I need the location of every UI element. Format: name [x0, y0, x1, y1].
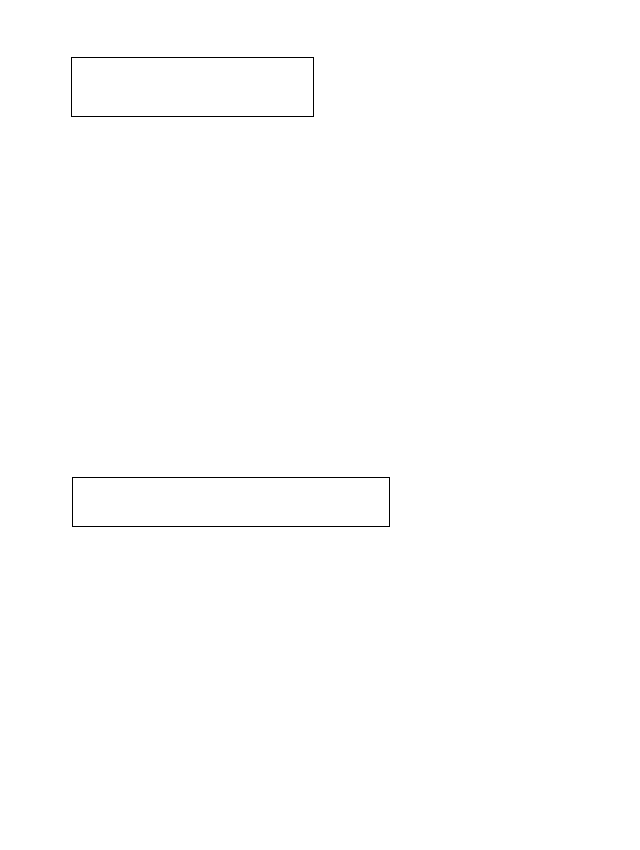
top-legend — [71, 57, 314, 117]
bottom-legend — [72, 477, 390, 527]
